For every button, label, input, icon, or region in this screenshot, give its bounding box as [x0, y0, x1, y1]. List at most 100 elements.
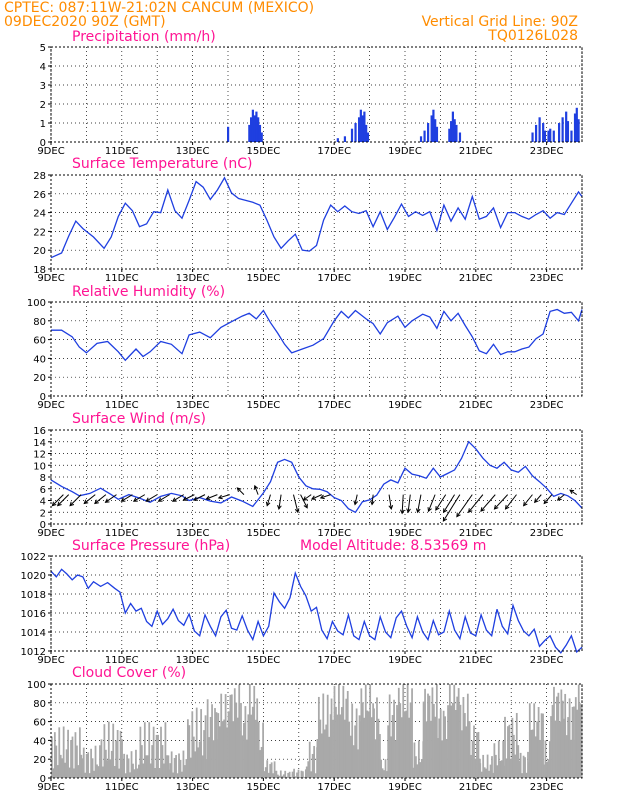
precip-bar [357, 117, 361, 142]
cloud-bar [269, 764, 272, 778]
precip-bar [432, 109, 435, 142]
x-tick-label: 11DEC [105, 273, 139, 284]
cloud-bar [115, 740, 118, 778]
cloud-bar [278, 775, 281, 778]
cloud-bar [238, 730, 241, 778]
cloud-bar [527, 751, 529, 778]
cloud-bar [243, 722, 245, 778]
cloud-bar [435, 684, 438, 778]
cloud-bar [158, 768, 161, 778]
cloud-bar [214, 708, 216, 778]
y-tick-label: 80 [33, 317, 46, 328]
cloud-bar [380, 759, 382, 778]
cloud-bar [274, 776, 276, 778]
precip-bar [255, 111, 258, 142]
x-tick-label: 9DEC [37, 273, 64, 284]
cloud-bar [508, 724, 511, 778]
precip-bar [350, 128, 354, 142]
cloud-bar [97, 766, 100, 778]
cloud-bar [564, 693, 567, 778]
wind-vector [302, 494, 312, 501]
cloud-bar [163, 763, 165, 778]
precip-bar [534, 124, 538, 142]
cloud-bar [64, 762, 67, 778]
x-tick-label: 23DEC [530, 782, 564, 793]
cloud-bar [514, 754, 517, 778]
x-tick-label: 17DEC [317, 273, 351, 284]
cloud-bar [189, 757, 192, 778]
cloud-bar [102, 766, 104, 778]
cloud-bar [58, 727, 61, 778]
wind-vector [236, 487, 245, 495]
wind-vector [543, 494, 553, 505]
temp-title: Surface Temperature (nC) [72, 156, 253, 172]
wind-vector [300, 494, 308, 509]
y-tick-label: 0 [40, 392, 46, 403]
x-tick-label: 15DEC [247, 782, 281, 793]
cloud-bar [533, 703, 536, 778]
cloud-bar [563, 718, 566, 778]
y-tick-label: 0 [40, 138, 46, 149]
cloud-bar [233, 688, 236, 778]
wind-vector [182, 494, 195, 501]
cloud-bar [285, 776, 288, 778]
cloud-bar [118, 768, 121, 778]
cloud-bar [333, 685, 336, 778]
cloud-bar [577, 684, 580, 778]
cloud-bar [326, 694, 329, 778]
cloud-bar [419, 762, 422, 778]
cloud-bar [313, 745, 316, 778]
y-tick-label: 100 [27, 680, 46, 691]
cloud-bar [229, 694, 232, 778]
x-tick-label: 21DEC [459, 273, 493, 284]
cloud-bar [62, 726, 65, 778]
cloud-bar [181, 771, 183, 778]
cloud-bar [539, 739, 541, 778]
cloud-bar [145, 755, 148, 778]
precip-bar [561, 117, 564, 142]
cloud-bar [204, 715, 207, 778]
cloud-bar [373, 708, 375, 778]
cloud-bar [517, 745, 520, 778]
cloud-bar [293, 768, 295, 778]
y-tick-label: 1012 [21, 647, 46, 658]
cloud-bar [275, 770, 278, 778]
cloud-bar [136, 768, 139, 778]
cloud-bar [254, 719, 257, 778]
wind-vector [217, 494, 230, 500]
cloud-bar [149, 763, 152, 778]
x-tick-label: 13DEC [176, 146, 210, 157]
cloud-bar [444, 716, 446, 778]
y-tick-label: 4 [40, 497, 46, 508]
cloud-bar [173, 757, 176, 778]
cloud-bar [379, 734, 381, 778]
x-tick-label: 21DEC [459, 400, 493, 411]
precip-bar [260, 132, 263, 142]
precip-bar [458, 132, 462, 142]
header-location: CPTEC: 087:11W-21:02N CANCUM (MEXICO) [4, 0, 314, 16]
y-tick-label: 20 [33, 373, 46, 384]
cloud-bar [534, 736, 537, 778]
precip-bar [227, 126, 230, 142]
wind-vector [171, 494, 185, 502]
x-tick-label: 17DEC [317, 655, 351, 666]
cloud-bar [369, 684, 372, 778]
cloud-bar [130, 751, 133, 778]
cloud-bar [166, 755, 168, 778]
cloud-bar [476, 732, 478, 778]
pressure-frame [50, 555, 583, 652]
cloud-bar [383, 770, 385, 778]
precip-bar [419, 136, 423, 142]
x-tick-label: 17DEC [317, 782, 351, 793]
header-model-id: TQ0126L028 [487, 28, 578, 44]
cloud-bar [139, 726, 142, 778]
cloud-bar [399, 703, 402, 778]
cloud-bar [372, 703, 375, 778]
cloud-bar [73, 768, 75, 778]
x-tick-label: 13DEC [176, 655, 210, 666]
cloud-bar [479, 763, 482, 778]
cloud-bar [473, 725, 475, 778]
y-tick-label: 1 [40, 119, 46, 130]
